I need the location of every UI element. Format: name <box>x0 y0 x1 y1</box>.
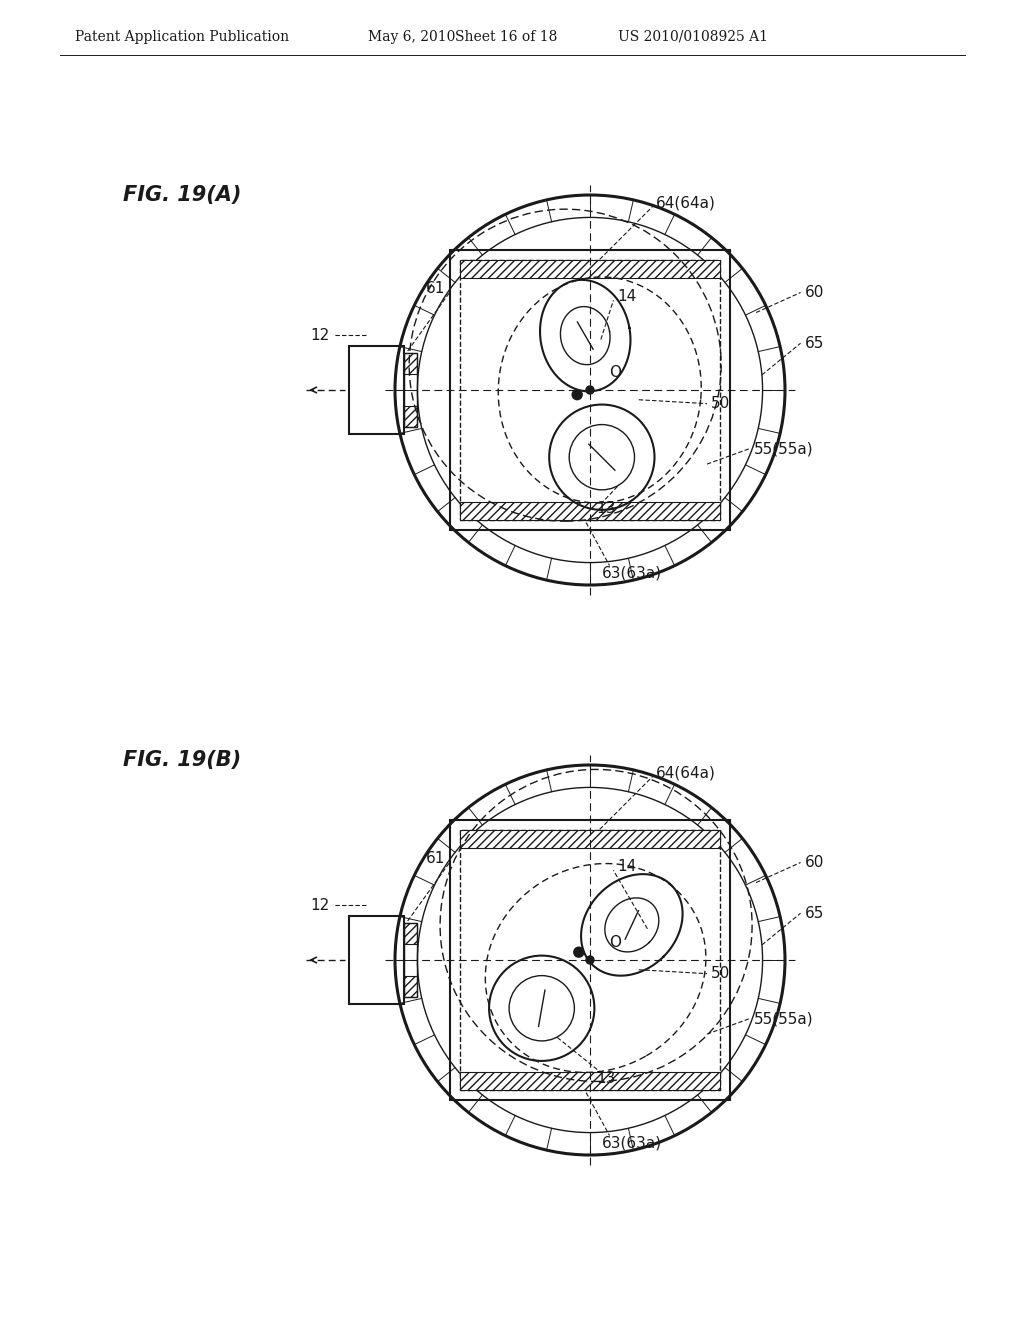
Text: FIG. 19(A): FIG. 19(A) <box>123 185 242 205</box>
Text: 64(64a): 64(64a) <box>656 195 716 210</box>
Text: FIG. 19(B): FIG. 19(B) <box>123 750 241 770</box>
Bar <box>461 1072 720 1090</box>
Text: 55(55a): 55(55a) <box>754 1011 813 1026</box>
Bar <box>461 502 720 520</box>
Text: May 6, 2010: May 6, 2010 <box>368 30 456 44</box>
Circle shape <box>586 956 594 964</box>
Text: O: O <box>609 364 622 380</box>
Bar <box>461 260 720 520</box>
Bar <box>403 352 418 428</box>
Circle shape <box>586 385 594 393</box>
Text: 50: 50 <box>711 966 730 981</box>
Text: Sheet 16 of 18: Sheet 16 of 18 <box>455 30 557 44</box>
Bar <box>403 352 418 374</box>
Text: 63(63a): 63(63a) <box>602 566 662 581</box>
Text: 65: 65 <box>805 335 824 351</box>
Bar <box>403 407 418 428</box>
Text: 61: 61 <box>426 851 445 866</box>
Text: Patent Application Publication: Patent Application Publication <box>75 30 289 44</box>
Text: 14: 14 <box>617 859 637 874</box>
Text: 63(63a): 63(63a) <box>602 1135 662 1151</box>
Bar <box>450 820 730 1101</box>
Bar <box>403 923 418 997</box>
Text: 65: 65 <box>805 906 824 921</box>
Text: 12: 12 <box>310 327 330 343</box>
Bar <box>403 923 418 944</box>
Bar <box>461 260 720 279</box>
Circle shape <box>573 948 584 957</box>
Bar <box>461 830 720 847</box>
Circle shape <box>572 389 583 400</box>
Text: 55(55a): 55(55a) <box>754 441 813 455</box>
Text: 60: 60 <box>805 855 824 870</box>
Text: US 2010/0108925 A1: US 2010/0108925 A1 <box>618 30 768 44</box>
Bar <box>450 249 730 531</box>
Text: 50: 50 <box>711 396 730 411</box>
Text: 64(64a): 64(64a) <box>656 766 716 780</box>
Text: 13: 13 <box>596 502 615 516</box>
Text: O: O <box>609 935 622 950</box>
Bar <box>461 830 720 1090</box>
Bar <box>349 346 403 434</box>
Text: 12: 12 <box>310 898 330 913</box>
Text: 13: 13 <box>596 1072 615 1086</box>
Text: 60: 60 <box>805 285 824 300</box>
Bar <box>349 916 403 1005</box>
Text: 14: 14 <box>617 289 637 304</box>
Bar <box>403 977 418 997</box>
Text: 61: 61 <box>426 281 445 296</box>
